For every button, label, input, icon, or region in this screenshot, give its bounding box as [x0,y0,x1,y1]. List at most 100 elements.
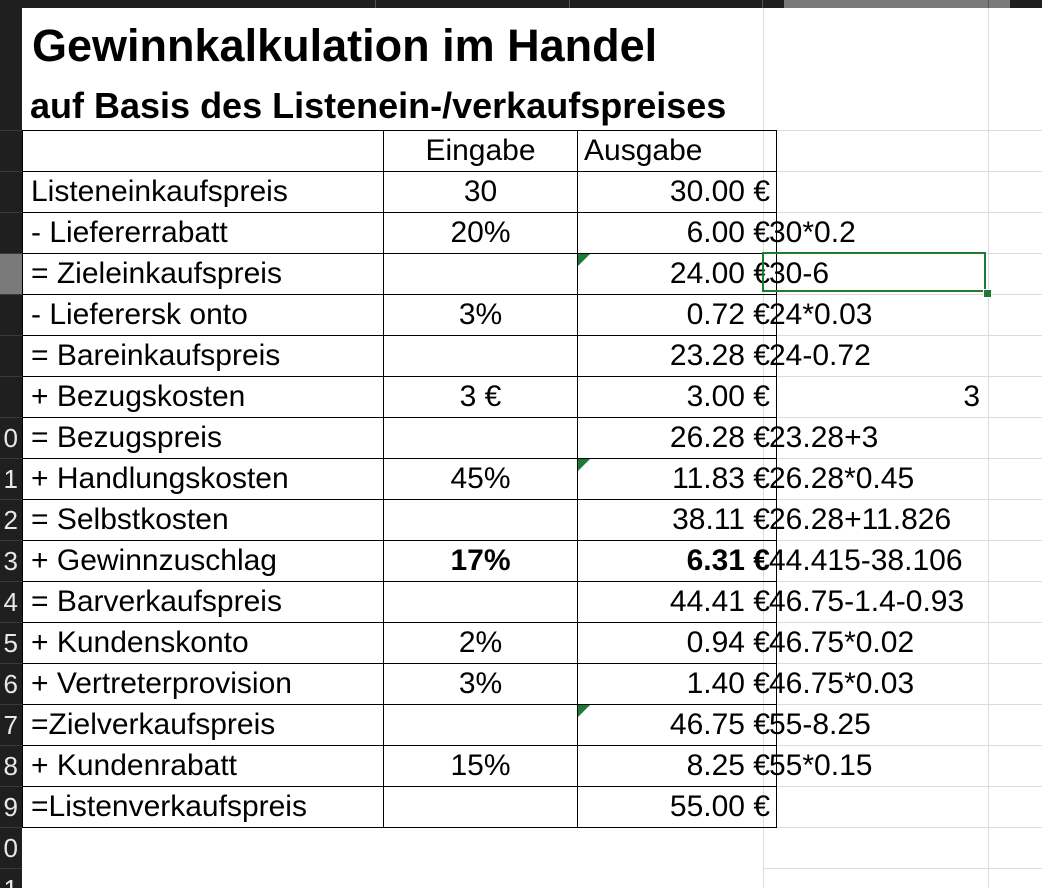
row-number[interactable]: 9 [3,792,18,822]
row-divider [0,130,22,131]
gridline [763,499,1042,500]
fill-handle[interactable] [983,289,992,298]
note-cell[interactable]: 26.28*0.45 [769,462,915,495]
cell-label[interactable]: Listeneinkaufspreis [22,171,384,213]
cell-label[interactable]: =Zielverkaufspreis [22,704,384,746]
cell-label[interactable]: = Barverkaufspreis [22,581,384,623]
cell-output[interactable]: 26.28 € [577,417,777,459]
note-cell[interactable]: 24*0.03 [769,298,873,331]
note-cell[interactable]: 55*0.15 [769,749,873,782]
cell-output-text: 11.83 € [672,462,770,495]
note-cell[interactable]: 46.75*0.02 [769,626,915,659]
cell-input[interactable]: 20% [383,212,578,254]
cell-label[interactable]: = Zieleinkaufspreis [22,253,384,295]
gridline [763,745,1042,746]
gridline [763,786,1042,787]
cell-output[interactable]: 1.40 € [577,663,777,705]
cell-input[interactable] [383,786,578,828]
gridline [763,458,1042,459]
cell-label[interactable]: = Bezugspreis [22,417,384,459]
cell-label[interactable]: + Handlungskosten [22,458,384,500]
row-number[interactable]: 7 [3,710,18,740]
cell-output[interactable]: 23.28 € [577,335,777,377]
cell-input[interactable]: 30 [383,171,578,213]
cell-output[interactable]: 0.94 € [577,622,777,664]
cell-input[interactable] [383,253,578,295]
cell-label[interactable]: + Bezugskosten [22,376,384,418]
column-header-bar [22,0,1042,8]
note-cell[interactable]: 44.415-38.106 [769,544,963,577]
row-number[interactable]: 5 [3,628,18,658]
cell-input[interactable]: 15% [383,745,578,787]
cell-input[interactable] [383,704,578,746]
active-column-header[interactable] [784,0,1010,8]
row-number[interactable]: 1 [3,464,18,494]
cell[interactable] [22,130,384,172]
active-row-header[interactable] [0,254,22,294]
gridline [763,130,1042,131]
cell-input[interactable]: 2% [383,622,578,664]
cell-output[interactable]: 11.83 € [577,458,777,500]
sheet-subtitle[interactable]: auf Basis des Listenein-/verkaufspreises [30,85,727,126]
active-cell-selection[interactable] [762,252,986,292]
column-separator [375,0,376,8]
cell-output[interactable]: 6.00 € [577,212,777,254]
note-cell[interactable]: 46.75-1.4-0.93 [769,585,965,618]
note-cell[interactable]: 55-8.25 [769,708,871,741]
note-cell[interactable]: 30*0.2 [769,216,856,249]
row-divider [0,458,22,459]
row-number[interactable]: 2 [3,505,18,535]
header-cell-output[interactable]: Ausgabe [577,130,777,172]
cell-input[interactable]: 3% [383,663,578,705]
cell-input[interactable] [383,417,578,459]
row-divider [0,745,22,746]
cell-output[interactable]: 6.31 € [577,540,777,582]
cell-output[interactable]: 30.00 € [577,171,777,213]
row-number[interactable]: 1 [0,869,18,888]
row-divider [0,868,22,869]
note-cell[interactable]: 46.75*0.03 [769,667,915,700]
cell-input[interactable]: 3 € [383,376,578,418]
cell-input[interactable]: 17% [383,540,578,582]
header-cell-input[interactable]: Eingabe [383,130,578,172]
cell-output[interactable]: 24.00 € [577,253,777,295]
cell-output[interactable]: 44.41 € [577,581,777,623]
cell-label[interactable]: =Listenverkaufspreis [22,786,384,828]
cell-output[interactable]: 8.25 € [577,745,777,787]
cell-label[interactable]: + Kundenskonto [22,622,384,664]
row-number[interactable]: 8 [3,751,18,781]
cell-input[interactable] [383,581,578,623]
row-divider [0,499,22,500]
cell-label[interactable]: = Selbstkosten [22,499,384,541]
row-divider [0,376,22,377]
gridline [763,581,1042,582]
row-number[interactable]: 3 [3,546,18,576]
sheet-title[interactable]: Gewinnkalkulation im Handel [32,20,658,71]
note-cell[interactable]: 24-0.72 [769,339,871,372]
cell-input[interactable] [383,499,578,541]
cell-input[interactable]: 45% [383,458,578,500]
cell-output[interactable]: 38.11 € [577,499,777,541]
gridline [763,212,1042,213]
row-number[interactable]: 6 [3,669,18,699]
note-cell[interactable]: 23.28+3 [769,421,879,454]
cell-output[interactable]: 46.75 € [577,704,777,746]
cell-label[interactable]: + Vertreterprovision [22,663,384,705]
cell-label[interactable]: + Kundenrabatt [22,745,384,787]
table-row: + Bezugskosten 3 € 3.00 € [22,376,777,418]
note-cell[interactable]: 3 [963,380,980,413]
cell-output[interactable]: 0.72 € [577,294,777,336]
cell-input[interactable]: 3% [383,294,578,336]
row-number[interactable]: 0 [3,833,18,863]
row-number[interactable]: 4 [3,587,18,617]
note-cell[interactable]: 26.28+11.826 [769,503,952,536]
note-cell[interactable]: 30-6 [769,257,830,290]
cell-label[interactable]: - Lieferersk onto [22,294,384,336]
cell-label[interactable]: + Gewinnzuschlag [22,540,384,582]
cell-input[interactable] [383,335,578,377]
cell-output[interactable]: 55.00 € [577,786,777,828]
cell-label[interactable]: - Liefererrabatt [22,212,384,254]
cell-label[interactable]: = Bareinkaufspreis [22,335,384,377]
row-number[interactable]: 0 [3,423,18,453]
cell-output[interactable]: 3.00 € [577,376,777,418]
